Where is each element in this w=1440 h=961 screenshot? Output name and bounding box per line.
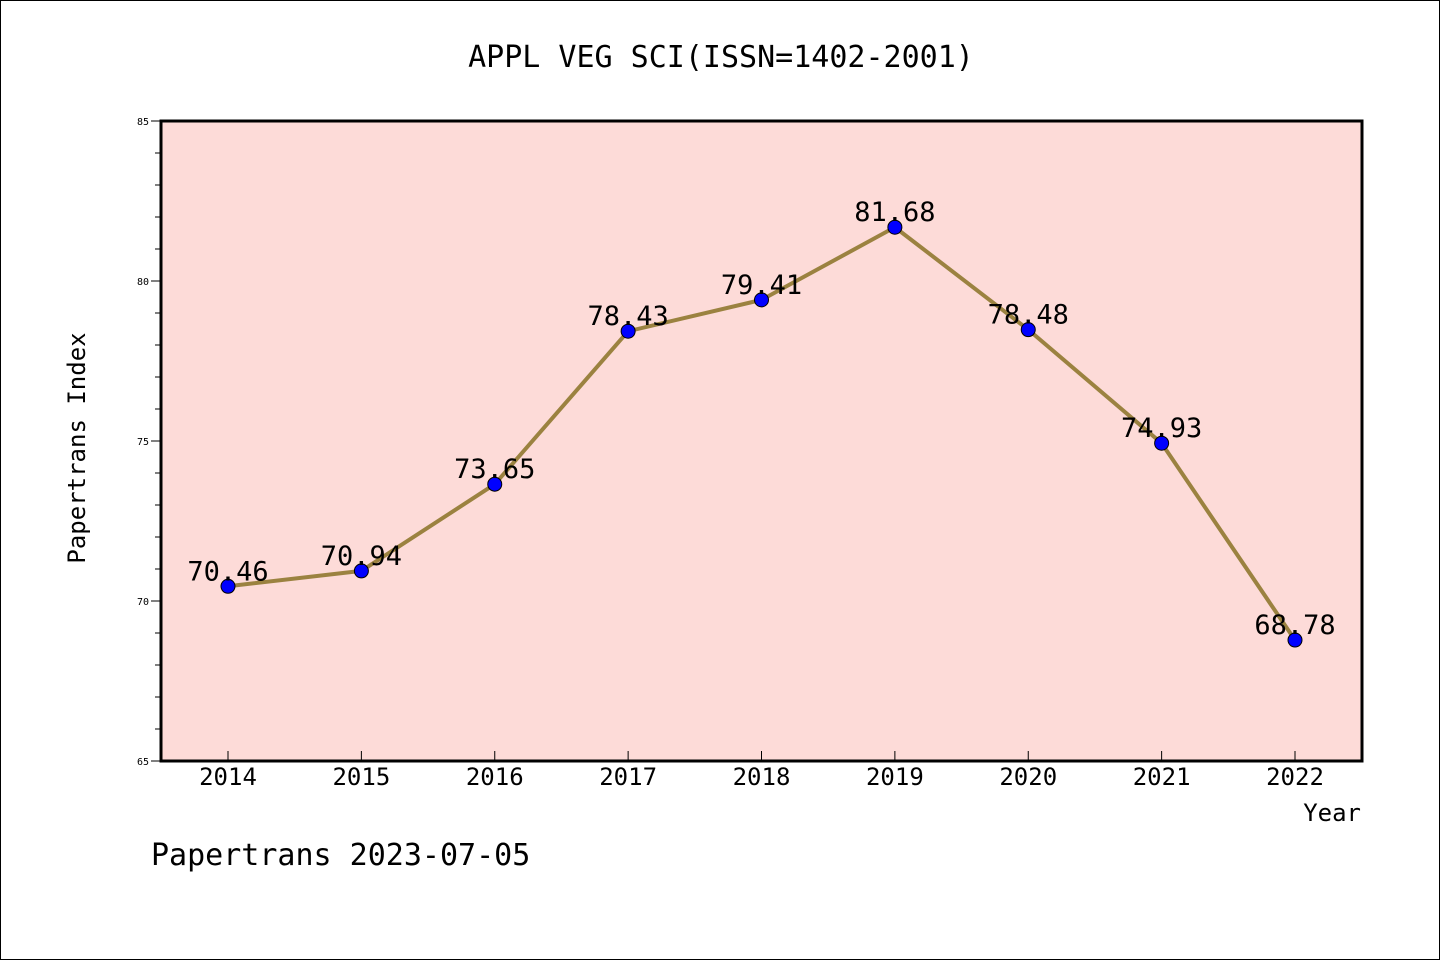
y-tick-label: 65 <box>137 757 149 768</box>
data-label: 73.65 <box>454 454 535 485</box>
x-tick-label: 2018 <box>733 763 791 791</box>
data-label: 70.46 <box>187 556 268 587</box>
footer-text: Papertrans 2023-07-05 <box>151 838 530 873</box>
x-tick-label: 2015 <box>332 763 390 791</box>
data-label: 74.93 <box>1121 413 1202 444</box>
data-point <box>220 578 236 594</box>
x-tick-label: 2017 <box>599 763 657 791</box>
chart-title: APPL VEG SCI(ISSN=1402-2001) <box>468 40 974 75</box>
y-axis-label: Papertrans Index <box>63 332 91 563</box>
x-axis: 2014 2015 2016 2017 2018 2019 2020 2021 2022 <box>199 751 1324 791</box>
data-points <box>220 219 1303 648</box>
x-tick-label: 2014 <box>199 763 257 791</box>
data-labels: 70.46 70.94 73.65 78.43 79.41 81.68 78.48 74.93… <box>187 197 1335 641</box>
data-point <box>1154 435 1170 451</box>
y-tick-label: 75 <box>137 437 149 448</box>
data-point <box>754 292 769 308</box>
data-label: 78.43 <box>587 301 668 332</box>
data-point <box>353 563 369 579</box>
data-point <box>887 219 903 235</box>
x-tick-label: 2022 <box>1266 763 1324 791</box>
y-axis: 65 70 75 80 85 <box>137 117 161 768</box>
x-axis-label: Year <box>1303 799 1361 827</box>
y-tick-label: 80 <box>137 277 149 288</box>
y-tick-label: 85 <box>137 117 149 128</box>
data-point <box>487 476 503 492</box>
y-tick-label: 70 <box>137 597 149 608</box>
data-label: 78.48 <box>988 300 1069 331</box>
plot-border <box>159 119 1364 763</box>
data-point <box>1287 632 1303 648</box>
x-tick-label: 2016 <box>466 763 524 791</box>
data-label: 79.41 <box>721 270 802 301</box>
data-point <box>1020 322 1036 338</box>
data-label: 68.78 <box>1254 610 1335 641</box>
data-label: 70.94 <box>321 541 402 572</box>
x-tick-label: 2019 <box>866 763 924 791</box>
x-tick-label: 2020 <box>999 763 1057 791</box>
data-label: 81.68 <box>854 197 935 228</box>
x-tick-label: 2021 <box>1133 763 1191 791</box>
data-point <box>620 323 636 339</box>
